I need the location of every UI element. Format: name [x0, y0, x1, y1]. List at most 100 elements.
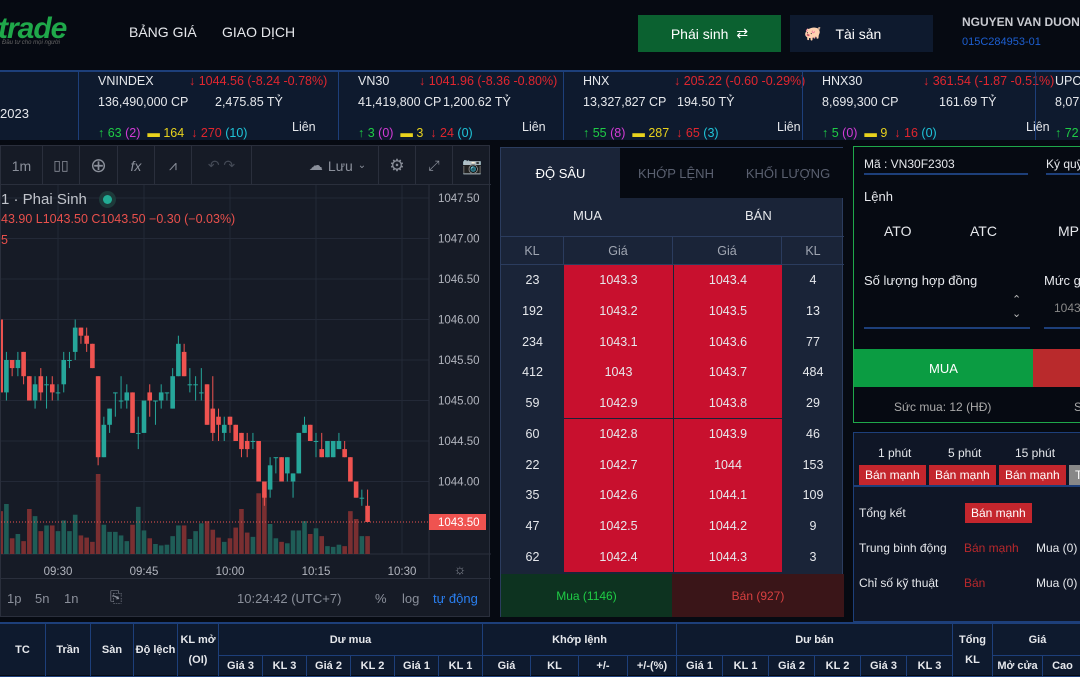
orderbook-row[interactable]: 23 1043.3 1043.4 4 [501, 265, 844, 296]
orderbook-row[interactable]: 47 1042.5 1044.2 9 [501, 510, 844, 542]
sell-price[interactable]: 1043.9 [674, 418, 782, 450]
price-input[interactable]: 1043 [1044, 293, 1080, 329]
buy-price[interactable]: 1042.9 [564, 387, 673, 419]
orderbook-row[interactable]: 192 1043.2 1043.5 13 [501, 295, 844, 327]
log-toggle[interactable]: log [402, 591, 420, 606]
add-indicator-icon[interactable]: ⊕ [80, 146, 118, 185]
fx-icon[interactable]: fx [118, 146, 155, 185]
buy-price[interactable]: 1042.5 [564, 510, 673, 542]
orderbook-row[interactable]: 60 1042.8 1043.9 46 [501, 418, 844, 450]
auto-toggle[interactable]: tự động [433, 591, 478, 606]
goto-date-icon[interactable]: ⎘ [110, 589, 123, 606]
orderbook-row[interactable]: 35 1042.6 1044.1 109 [501, 479, 844, 511]
buy-price[interactable]: 1043 [564, 357, 673, 388]
range-1n[interactable]: 1n [64, 591, 79, 606]
order-type-atc[interactable]: ATC [970, 223, 997, 239]
range-1p[interactable]: 1p [7, 591, 22, 606]
percent-toggle[interactable]: % [375, 591, 387, 606]
order-type-ato[interactable]: ATO [884, 223, 912, 239]
volume-bar [107, 531, 112, 554]
sell-price[interactable]: 1044.1 [674, 479, 782, 511]
fullscreen-icon[interactable]: ⤢ [416, 146, 453, 185]
period-1m[interactable]: 1 phút [878, 446, 912, 460]
candle-body [325, 441, 330, 458]
settings-sun-icon[interactable]: ☼ [454, 561, 467, 577]
orderbook-row[interactable]: 234 1043.1 1043.6 77 [501, 326, 844, 358]
undo-redo-icon[interactable]: ↶ ↷ [192, 146, 252, 185]
index-vn30[interactable]: VN30 ↓ 1041.96 (-8.36 -0.80%) 41,419,800… [338, 72, 563, 140]
buy-button[interactable]: MUA [854, 349, 1033, 387]
gear-icon[interactable]: ⚙ [379, 146, 416, 185]
buy-volume: 23 [525, 273, 540, 288]
price-tick-label: 1046.00 [438, 315, 480, 327]
sell-volume: 46 [806, 426, 820, 441]
candle-body [32, 384, 38, 401]
orderbook-row[interactable]: 62 1042.4 1044.3 3 [501, 541, 844, 572]
last-price-label: 1043.50 [438, 517, 480, 529]
buy-price[interactable]: 1042.8 [564, 418, 673, 450]
buy-price[interactable]: 1042.7 [564, 449, 673, 480]
sell-price[interactable]: 1043.4 [674, 265, 782, 296]
divider [854, 485, 1080, 487]
buy-volume: 47 [525, 518, 540, 533]
price-tick-label: 1044.50 [438, 436, 480, 448]
derivatives-button[interactable]: Phái sinh ⇄ [638, 15, 781, 52]
sell-price[interactable]: 1043.6 [674, 326, 782, 358]
sell-volume: 3 [809, 549, 817, 564]
sell-price[interactable]: 1043.7 [674, 357, 782, 388]
period-5m[interactable]: 5 phút [948, 446, 982, 460]
nav-price-board[interactable]: BẢNG GIÁ [129, 24, 197, 40]
orderbook-row[interactable]: 412 1043 1043.7 484 [501, 357, 844, 388]
candlestick-chart[interactable]: 1047.50 1047.00 1046.50 1046.00 1045.50 1045.… [1, 185, 491, 578]
candle-body [55, 392, 61, 394]
period-15m[interactable]: 15 phút [1015, 446, 1056, 460]
margin-field[interactable]: Ký quỹ [1046, 157, 1080, 175]
sell-price[interactable]: 1043.8 [674, 387, 782, 419]
candle-type-icon[interactable]: ▯▯ [43, 146, 80, 185]
user-name[interactable]: NGUYEN VAN DUONG [962, 15, 1080, 29]
buy-price[interactable]: 1042.6 [564, 479, 673, 511]
sell-button[interactable] [1033, 349, 1080, 387]
save-button[interactable]: ☁ Lưu ⌄ [297, 146, 379, 185]
volume-bar [267, 524, 273, 554]
col-1: Trần [46, 624, 91, 677]
sell-price[interactable]: 1044.2 [674, 510, 782, 542]
account-number[interactable]: 015C284953-01 [962, 36, 1041, 48]
logo[interactable]: trade [0, 12, 67, 45]
buy-price[interactable]: 1043.1 [564, 326, 673, 358]
index-upco[interactable]: UPCO 8,078 ↑ 72 [1035, 72, 1080, 140]
sell-price[interactable]: 1044 [674, 449, 782, 480]
order-type-mp[interactable]: MP [1058, 223, 1079, 239]
sell-price[interactable]: 1044.3 [674, 541, 782, 572]
volume-bar [256, 493, 261, 554]
assets-button[interactable]: 🐖 Tài sản [790, 15, 933, 52]
orderbook-row[interactable]: 22 1042.7 1044 153 [501, 449, 844, 480]
index-vnindex[interactable]: VNINDEX ↓ 1044.56 (-8.24 -0.78%) 136,490… [78, 72, 338, 140]
tab-matched[interactable]: KHỚP LỆNH [620, 148, 732, 198]
orderbook-row[interactable]: 59 1042.9 1043.8 29 [501, 387, 844, 419]
derivatives-label: Phái sinh [670, 25, 729, 42]
chart-bottom-bar: 1p 5n 1n ⎘ 10:24:42 (UTC+7) % log tự độn… [1, 578, 491, 618]
candle-body [365, 505, 370, 522]
compare-icon[interactable]: ⩘ [155, 146, 192, 185]
quantity-input[interactable] [864, 293, 1030, 329]
volume-bar [113, 531, 118, 554]
quantity-stepper[interactable]: ⌃ ⌄ [1012, 294, 1022, 320]
candle-body [256, 441, 261, 482]
nav-trading[interactable]: GIAO DỊCH [222, 24, 296, 40]
index-hnx30[interactable]: HNX30 ↓ 361.54 (-1.87 -0.51%) 8,699,300 … [802, 72, 1054, 140]
tab-volume[interactable]: KHỐI LƯỢNG [732, 148, 844, 198]
volume-bar [124, 541, 130, 554]
buy-price[interactable]: 1042.4 [564, 541, 673, 572]
buy-price[interactable]: 1043.3 [564, 265, 673, 296]
symbol-field[interactable]: Mã : VN30F2303 [864, 157, 1028, 175]
camera-icon[interactable]: 📷 [462, 157, 482, 175]
buy-price[interactable]: 1043.2 [564, 295, 673, 327]
range-5n[interactable]: 5n [35, 591, 50, 606]
swap-icon: ⇄ [736, 25, 749, 41]
tab-depth[interactable]: ĐỘ SÂU [501, 148, 620, 198]
sell-price[interactable]: 1043.5 [674, 295, 782, 327]
interval-button[interactable]: 1m [1, 146, 43, 185]
index-hnx[interactable]: HNX ↓ 205.22 (-0.60 -0.29%) 13,327,827 C… [563, 72, 805, 140]
candle-body [359, 497, 365, 499]
